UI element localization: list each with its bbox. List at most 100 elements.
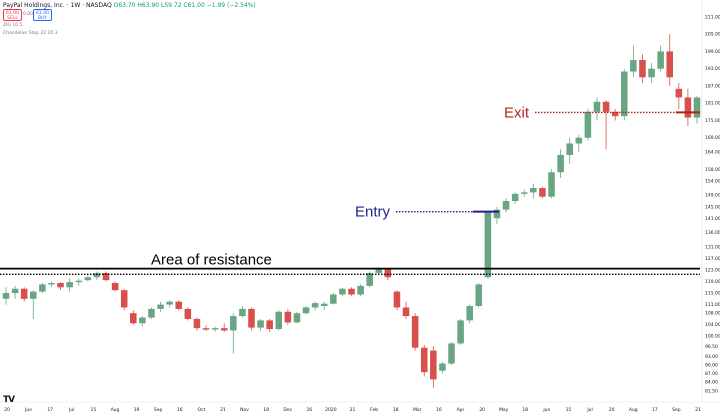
price-tick-label: 211.00 (705, 14, 720, 20)
candle-body (693, 97, 701, 118)
indicator-zigzag[interactable]: ZIG 10 5 (3, 23, 23, 28)
time-tick-label: 16 (306, 407, 312, 413)
time-tick-label: Dec (283, 407, 292, 413)
candle-body (448, 343, 455, 364)
price-tick-label: 81.50 (705, 388, 718, 394)
time-tick-label: Feb (370, 407, 378, 413)
exit-label: Exit (504, 104, 530, 121)
candle-body (284, 311, 292, 323)
candle-body (348, 288, 355, 295)
price-tick-label: 131.00 (705, 245, 720, 251)
price-tick-label: 205.00 (705, 32, 720, 38)
candle-body (384, 268, 392, 278)
time-tick-label: 18 (263, 407, 269, 413)
price-tick-label: 149.00 (705, 193, 720, 199)
time-tick-label: Aug (111, 407, 120, 413)
candle-body (602, 101, 610, 112)
sell-label: SELL (7, 16, 18, 21)
candle-body (11, 288, 19, 294)
time-tick-label: Oct (197, 407, 205, 413)
price-axis: 211.00 205.00 199.00 193.00 187.00 181.00 175.… (701, 0, 720, 402)
candle-body (557, 154, 564, 173)
candle-body (175, 301, 183, 309)
time-tick-label: 18 (393, 407, 399, 413)
candle-body (366, 272, 373, 286)
time-tick-label: 21 (220, 407, 226, 413)
time-tick-label: 21 (695, 407, 701, 413)
buy-button[interactable]: 61.00 BUY (33, 9, 52, 21)
candle-body (202, 328, 210, 330)
price-tick-label: 187.00 (705, 83, 720, 89)
price-tick-label: 87.00 (705, 371, 718, 377)
price-tick-label: 141.00 (705, 216, 720, 222)
indicator-chandelier[interactable]: Chandelier Stop 22 20 3 (3, 31, 58, 36)
time-tick-label: 17 (47, 407, 53, 413)
time-tick-label: 20 (609, 407, 615, 413)
candle-body (320, 303, 328, 307)
buy-price: 61.00 (36, 11, 49, 16)
candle-body (466, 306, 473, 321)
candle-body (502, 201, 510, 210)
candle-body (75, 280, 83, 283)
candle-body (111, 282, 119, 291)
candle-body (157, 304, 164, 309)
sell-price: 61.00 (6, 11, 19, 16)
spread-value: 0.00 (23, 12, 34, 17)
price-tick-label: 136.00 (705, 230, 720, 236)
candle-body (339, 288, 346, 295)
price-tick-label: 181.00 (705, 101, 720, 107)
price-tick-label: 123.00 (705, 268, 720, 274)
candle-body (2, 293, 10, 299)
candle-body (648, 68, 655, 78)
candle-body (120, 290, 128, 308)
candle-body (411, 316, 419, 348)
candle-body (148, 308, 155, 318)
candle-body (530, 188, 537, 193)
candle-body (520, 192, 528, 194)
price-tick-label: 193.00 (705, 66, 720, 72)
candle-body (102, 272, 110, 281)
candle-body (193, 318, 201, 329)
buy-label: BUY (37, 16, 48, 21)
candle-body (666, 51, 673, 78)
price-tick-label: 127.00 (705, 256, 720, 262)
resistance-label: Area of resistance (151, 252, 272, 269)
candle-body (139, 317, 146, 324)
candle-body (593, 101, 601, 112)
price-tick-label: 169.00 (705, 135, 720, 141)
candle-body (66, 282, 73, 288)
sell-button[interactable]: 61.00 SELL (3, 9, 22, 21)
time-tick-label: 21 (350, 407, 356, 413)
candle-body (239, 308, 246, 317)
ohlc-readout: O63.70 H63.90 L59.72 C61.00 −1.99 (−2.54… (113, 2, 256, 9)
time-tick-label: Sep (672, 407, 681, 413)
candle-body (230, 316, 237, 331)
candle-body (475, 284, 483, 307)
price-tick-label: 96.50 (705, 344, 718, 350)
price-tick-label: 154.00 (705, 178, 720, 184)
candle-body (166, 301, 173, 305)
time-tick-label: 15 (566, 407, 572, 413)
time-tick-label: 2020 (325, 407, 337, 413)
candle-body (548, 172, 555, 197)
candle-series (2, 34, 701, 388)
candle-body (493, 209, 501, 219)
symbol-header: PayPal Holdings, Inc. · 1W · NASDAQ O63.… (3, 2, 256, 9)
tradingview-logo-icon[interactable]: TV (3, 395, 15, 405)
candle-body (630, 60, 637, 72)
candle-body (566, 143, 573, 155)
price-tick-label: 104.00 (705, 322, 720, 328)
time-tick-label: Aug (629, 407, 638, 413)
entry-label: Entry (355, 204, 391, 221)
candle-body (330, 294, 337, 304)
time-tick-label: 16 (177, 407, 183, 413)
level-lines (0, 111, 700, 276)
candle-body (675, 88, 683, 98)
price-tick-label: 145.00 (705, 204, 720, 210)
candle-body (220, 328, 228, 331)
candle-body (420, 347, 428, 373)
candle-body (430, 350, 437, 380)
candle-body (57, 282, 64, 288)
time-tick-label: 17 (652, 407, 658, 413)
